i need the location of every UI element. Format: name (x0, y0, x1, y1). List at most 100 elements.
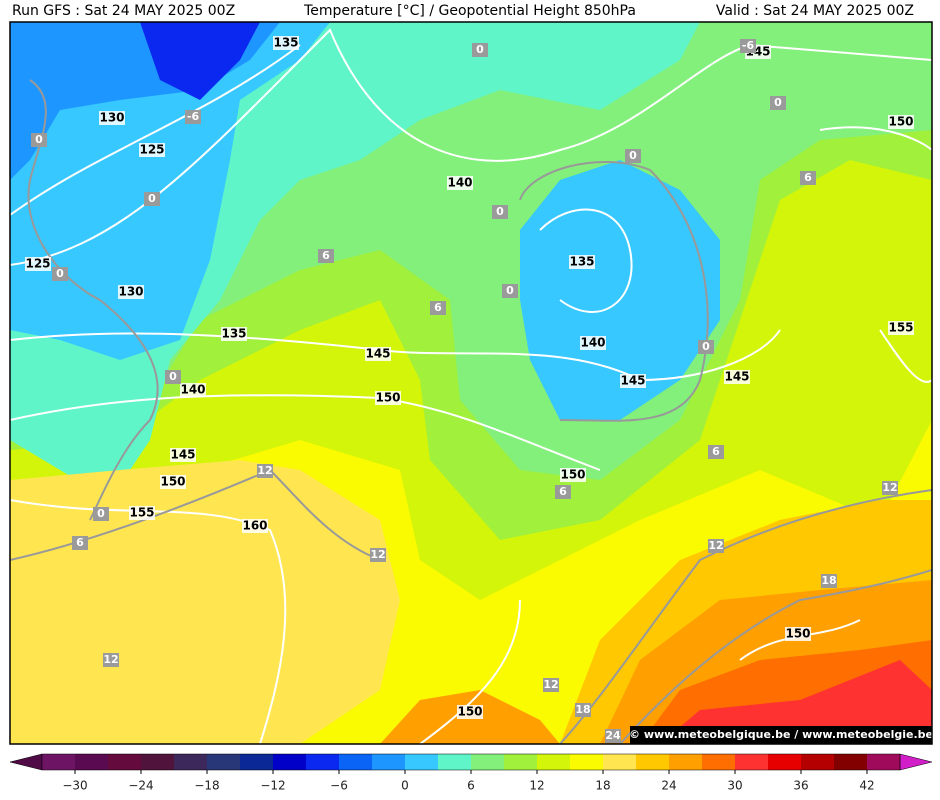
field (660, 660, 932, 744)
height-label: 125 (25, 257, 50, 271)
colorbar-segment (405, 754, 439, 770)
temperature-label: 0 (702, 340, 710, 353)
height-label-halo (242, 519, 268, 533)
colorbar-tick-label: 30 (727, 779, 742, 793)
temperature-label: -6 (742, 39, 755, 52)
temperature-label: 6 (559, 485, 567, 498)
height-label-halo (560, 468, 586, 482)
temperature-label: 12 (543, 678, 558, 691)
colorbar-segment (207, 754, 241, 770)
map-labels: 135 145 130 125 140 135 125 130 135 140 145 145 145 1… (25, 36, 914, 743)
temperature-label-box (770, 96, 786, 110)
height-label-halo (160, 475, 186, 489)
temperature-label-box (165, 370, 181, 384)
colorbar-segment (636, 754, 670, 770)
temperature-label-box (708, 445, 724, 459)
colorbar-segment (372, 754, 406, 770)
height-label-halo (888, 115, 914, 129)
colorbar-tick-label: −24 (128, 779, 153, 793)
colorbar-segment (438, 754, 472, 770)
height-label: 155 (888, 321, 913, 335)
height-label: 135 (221, 327, 246, 341)
credit-background (630, 726, 932, 744)
height-label-halo (620, 374, 646, 388)
height-label-halo (447, 176, 473, 190)
temperature-label: 0 (506, 284, 514, 297)
colorbar-segment (108, 754, 142, 770)
height-label-halo (221, 327, 247, 341)
temperature-label: 0 (476, 43, 484, 56)
temperature-label-box (698, 340, 714, 354)
colorbar-segment (603, 754, 637, 770)
temperature-label-box (430, 301, 446, 315)
temperature-label-box (93, 507, 109, 521)
field (140, 22, 260, 100)
map-title: Temperature [°C] / Geopotential Height 8… (303, 3, 636, 19)
temperature-label-box (882, 481, 898, 495)
temperature-label-box (185, 110, 201, 124)
colorbar-segment (702, 754, 736, 770)
colorbar-segment (570, 754, 604, 770)
temperature-label: 0 (496, 205, 504, 218)
height-label: 140 (580, 336, 605, 350)
height-label-halo (180, 383, 206, 397)
temperature-label: 12 (370, 548, 385, 561)
field (520, 160, 720, 420)
temperature-label: 0 (148, 192, 156, 205)
height-label-halo (273, 36, 299, 50)
temperature-label-box (502, 284, 518, 298)
height-label-halo (99, 111, 125, 125)
temperature-label-box (800, 171, 816, 185)
temperature-label-box (318, 249, 334, 263)
colorbar-segment (141, 754, 175, 770)
colorbar-segment (867, 754, 901, 770)
colorbar-tick-label: −12 (260, 779, 285, 793)
temperature-label: 6 (434, 301, 442, 314)
colorbar-segment (240, 754, 274, 770)
temperature-label-box (821, 574, 837, 588)
colorbar-segment (306, 754, 340, 770)
height-label: 135 (569, 255, 594, 269)
temperature-label: 12 (257, 464, 272, 477)
field (10, 460, 400, 744)
colorbar-tick-label: −18 (194, 779, 219, 793)
colorbar-segment (669, 754, 703, 770)
height-label: 150 (457, 705, 482, 719)
temperature-label-box (144, 192, 160, 206)
temperature-label-box (605, 729, 621, 743)
height-label: 125 (139, 143, 164, 157)
height-label: 145 (724, 370, 749, 384)
temperature-label: 12 (708, 539, 723, 552)
contour (10, 394, 601, 471)
contour (519, 161, 709, 422)
height-label-halo (724, 370, 750, 384)
height-label-halo (139, 143, 165, 157)
height-label-halo (375, 391, 401, 405)
temperature-label: 24 (605, 729, 621, 742)
height-label-halo (580, 336, 606, 350)
contour (619, 569, 932, 744)
temperature-label-box (257, 464, 273, 478)
height-label-halo (25, 257, 51, 271)
colorbar-tick-label: 24 (661, 779, 676, 793)
colorbar-tick-label: 0 (401, 779, 409, 793)
run-label: Run GFS : Sat 24 MAY 2025 00Z (12, 3, 235, 19)
colorbar-segment (339, 754, 373, 770)
colorbar-segment (504, 754, 538, 770)
height-label-halo (888, 321, 914, 335)
temperature-label: -6 (187, 110, 200, 123)
temperature-label: 0 (774, 96, 782, 109)
colorbar-segment (834, 754, 868, 770)
field (10, 22, 330, 360)
temperature-label-box (103, 653, 119, 667)
colorbar-tick-label: 18 (595, 779, 610, 793)
temperature-label: 6 (804, 171, 812, 184)
temperature-label-box (708, 539, 724, 553)
temperature-label: 0 (35, 133, 43, 146)
height-label-halo (785, 627, 811, 641)
valid-label: Valid : Sat 24 MAY 2025 00Z (716, 3, 914, 19)
colorbar: −30 −24 −18 −12 −6 0 6 12 18 24 30 36 42 (9, 753, 933, 793)
colorbar-segment (735, 754, 769, 770)
temperature-label: 0 (56, 267, 64, 280)
temperature-label-box (740, 39, 756, 53)
